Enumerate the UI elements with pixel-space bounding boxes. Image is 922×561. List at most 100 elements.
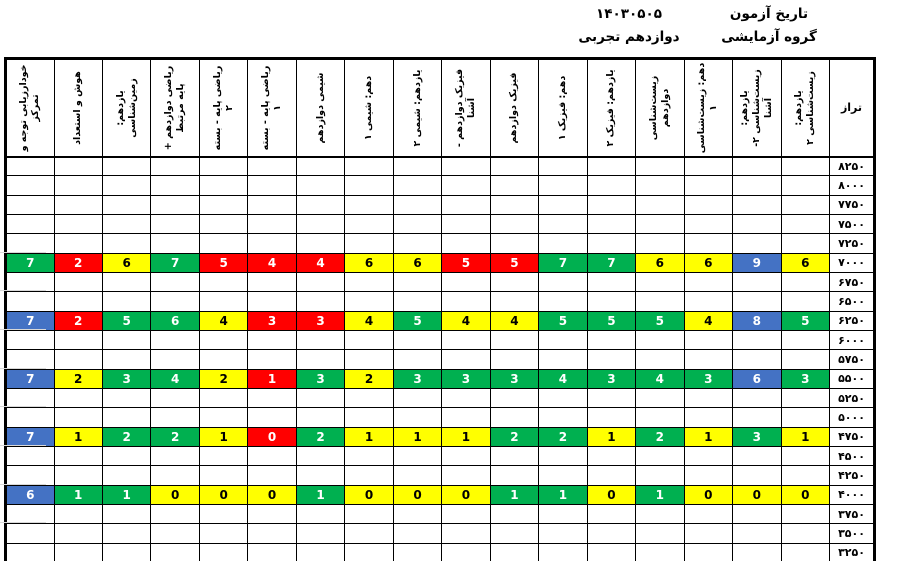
empty-cell[interactable] — [198, 407, 249, 428]
empty-cell[interactable] — [780, 349, 831, 370]
data-cell[interactable]: 7 — [5, 426, 55, 447]
empty-cell[interactable] — [780, 465, 831, 486]
empty-cell[interactable] — [538, 291, 588, 312]
data-cell[interactable]: 9 — [732, 252, 782, 273]
empty-cell[interactable] — [441, 503, 491, 525]
empty-cell[interactable] — [344, 445, 394, 467]
empty-cell[interactable] — [101, 445, 152, 467]
empty-cell[interactable] — [683, 194, 734, 215]
empty-cell[interactable] — [489, 523, 540, 544]
empty-cell[interactable] — [635, 445, 685, 467]
empty-cell[interactable] — [683, 407, 734, 428]
empty-cell[interactable] — [247, 175, 297, 196]
empty-cell[interactable] — [635, 291, 685, 312]
empty-cell[interactable] — [392, 194, 443, 215]
empty-cell[interactable] — [489, 445, 540, 467]
data-cell[interactable]: 4 — [247, 252, 297, 273]
score-cell[interactable]: ۴۵۰۰ — [829, 445, 875, 467]
data-cell[interactable]: 0 — [247, 484, 297, 505]
empty-cell[interactable] — [683, 291, 734, 312]
empty-cell[interactable] — [780, 407, 831, 428]
empty-cell[interactable] — [295, 194, 346, 215]
empty-cell[interactable] — [538, 465, 588, 486]
empty-cell[interactable] — [538, 233, 588, 254]
empty-cell[interactable] — [441, 175, 491, 196]
empty-cell[interactable] — [732, 542, 782, 561]
empty-cell[interactable] — [53, 445, 103, 467]
empty-cell[interactable] — [53, 523, 103, 544]
empty-cell[interactable] — [780, 542, 831, 561]
empty-cell[interactable] — [489, 233, 540, 254]
empty-cell[interactable] — [344, 329, 394, 351]
data-cell[interactable]: 0 — [732, 484, 782, 505]
empty-cell[interactable] — [53, 291, 103, 312]
empty-cell[interactable] — [586, 445, 637, 467]
empty-cell[interactable] — [295, 329, 346, 351]
empty-cell[interactable] — [489, 155, 540, 177]
score-cell[interactable]: ۶۵۰۰ — [829, 291, 875, 312]
data-cell[interactable]: 2 — [150, 426, 200, 447]
column-header-15[interactable]: یازدهم: زمین‌شناسی — [101, 58, 152, 158]
data-cell[interactable]: 1 — [53, 484, 103, 505]
data-cell[interactable]: 0 — [780, 484, 831, 505]
empty-cell[interactable] — [780, 194, 831, 215]
empty-cell[interactable] — [53, 387, 103, 409]
empty-cell[interactable] — [586, 194, 637, 215]
empty-cell[interactable] — [586, 291, 637, 312]
empty-cell[interactable] — [441, 445, 491, 467]
empty-cell[interactable] — [150, 387, 200, 409]
empty-cell[interactable] — [344, 175, 394, 196]
data-cell[interactable]: 3 — [586, 368, 637, 389]
empty-cell[interactable] — [489, 465, 540, 486]
empty-cell[interactable] — [780, 503, 831, 525]
empty-cell[interactable] — [101, 387, 152, 409]
empty-cell[interactable] — [101, 194, 152, 215]
empty-cell[interactable] — [538, 271, 588, 293]
data-cell[interactable]: 0 — [392, 484, 443, 505]
empty-cell[interactable] — [586, 175, 637, 196]
empty-cell[interactable] — [392, 407, 443, 428]
data-cell[interactable]: 3 — [683, 368, 734, 389]
empty-cell[interactable] — [586, 349, 637, 370]
empty-cell[interactable] — [489, 213, 540, 235]
empty-cell[interactable] — [247, 213, 297, 235]
empty-cell[interactable] — [392, 445, 443, 467]
data-cell[interactable]: 7 — [5, 310, 55, 331]
data-cell[interactable]: 6 — [101, 252, 152, 273]
data-cell[interactable]: 4 — [489, 310, 540, 331]
empty-cell[interactable] — [344, 271, 394, 293]
column-header-4[interactable]: زیست‌شناسی دوازدهم — [635, 58, 685, 158]
empty-cell[interactable] — [780, 329, 831, 351]
empty-cell[interactable] — [732, 407, 782, 428]
data-cell[interactable]: 2 — [344, 368, 394, 389]
empty-cell[interactable] — [198, 271, 249, 293]
data-cell[interactable]: 2 — [53, 310, 103, 331]
empty-cell[interactable] — [247, 503, 297, 525]
empty-cell[interactable] — [198, 175, 249, 196]
empty-cell[interactable] — [247, 387, 297, 409]
empty-cell[interactable] — [101, 542, 152, 561]
column-header-14[interactable]: ریاضی دوازدهم + پایه مرتبط — [150, 58, 200, 158]
empty-cell[interactable] — [392, 387, 443, 409]
data-cell[interactable]: 3 — [441, 368, 491, 389]
empty-cell[interactable] — [150, 503, 200, 525]
empty-cell[interactable] — [247, 194, 297, 215]
empty-cell[interactable] — [392, 503, 443, 525]
empty-cell[interactable] — [392, 271, 443, 293]
empty-cell[interactable] — [392, 523, 443, 544]
empty-cell[interactable] — [635, 349, 685, 370]
data-cell[interactable]: 3 — [295, 368, 346, 389]
column-header-7[interactable]: فیزیک دوازدهم — [489, 58, 540, 158]
empty-cell[interactable] — [295, 503, 346, 525]
empty-cell[interactable] — [101, 503, 152, 525]
empty-cell[interactable] — [732, 233, 782, 254]
empty-cell[interactable] — [295, 155, 346, 177]
empty-cell[interactable] — [295, 387, 346, 409]
data-cell[interactable]: 3 — [780, 368, 831, 389]
empty-cell[interactable] — [489, 271, 540, 293]
data-cell[interactable]: 1 — [635, 484, 685, 505]
empty-cell[interactable] — [198, 291, 249, 312]
empty-cell[interactable] — [683, 213, 734, 235]
data-cell[interactable]: 4 — [683, 310, 734, 331]
empty-cell[interactable] — [586, 233, 637, 254]
